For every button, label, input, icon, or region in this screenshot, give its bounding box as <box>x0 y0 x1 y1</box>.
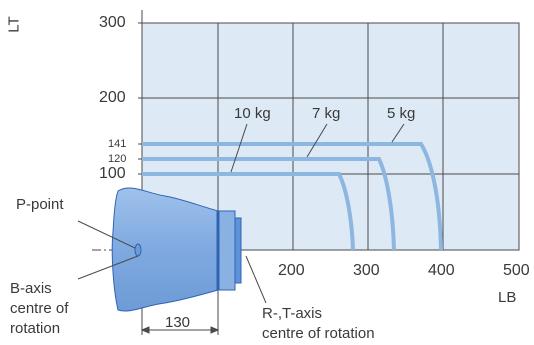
vertical-gridlines <box>217 23 444 250</box>
b-axis-label-line2: centre of <box>10 300 69 317</box>
curve-5kg <box>142 142 443 251</box>
x-tick-label-400: 400 <box>428 262 455 279</box>
pointer-7kg <box>306 123 328 158</box>
load-curves <box>142 142 443 251</box>
curve-7kg <box>142 157 396 251</box>
y-tick-label-300: 300 <box>99 14 126 31</box>
curve-10kg <box>142 172 355 251</box>
tool-flange <box>234 217 242 284</box>
x-tick-label-200: 200 <box>278 262 305 279</box>
b-axis-label-line3: rotation <box>10 320 61 337</box>
y-tick-label-120: 120 <box>108 153 127 165</box>
curve-label-pointers <box>230 123 405 173</box>
y-tick-label-100: 100 <box>99 165 126 182</box>
rt-axis-label-line1: R-,T-axis <box>262 305 322 322</box>
x-axis-title: LB <box>498 289 517 306</box>
dimension-label: 130 <box>165 314 191 331</box>
leader-b-axis <box>77 255 139 280</box>
p-point-marker <box>134 243 142 257</box>
annotation-leaders <box>77 220 267 304</box>
y-axis-title: LT <box>5 16 23 33</box>
pointer-10kg <box>230 123 248 173</box>
pointer-5kg <box>391 123 405 143</box>
leader-rt-axis <box>245 255 267 304</box>
dimension-130 <box>140 326 220 334</box>
dimension-arrow-left <box>140 326 150 334</box>
wrist-body <box>111 187 219 312</box>
p-point-label: P-point <box>16 196 64 213</box>
x-tick-label-500: 500 <box>503 262 530 279</box>
b-axis-label-line1: B-axis <box>10 280 52 297</box>
x-tick-label-300: 300 <box>353 262 380 279</box>
robot-wrist <box>111 187 242 312</box>
wrist-flange-ring <box>217 210 236 291</box>
curve-label-10kg: 10 kg <box>234 105 271 122</box>
leader-p-point <box>77 220 136 249</box>
y-tick-label-141: 141 <box>108 138 127 150</box>
y-tick-label-200: 200 <box>99 89 126 106</box>
dimension-arrow-right <box>210 326 220 334</box>
rt-axis-label-line2: centre of rotation <box>262 325 375 342</box>
curve-label-7kg: 7 kg <box>312 105 341 122</box>
curve-label-5kg: 5 kg <box>387 105 416 122</box>
